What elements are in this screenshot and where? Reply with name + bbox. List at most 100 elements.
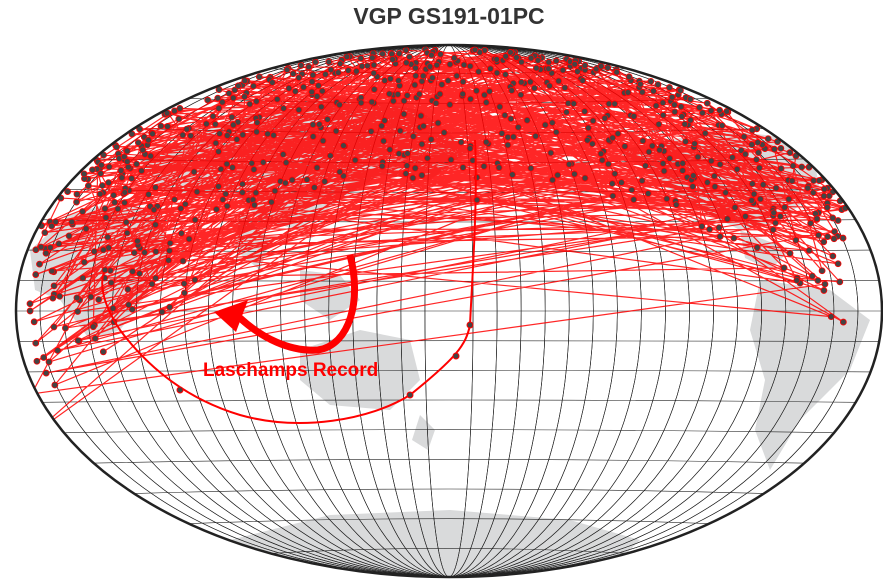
vgp-point bbox=[387, 75, 394, 83]
vgp-point bbox=[486, 87, 493, 95]
vgp-point bbox=[309, 121, 317, 129]
vgp-point bbox=[597, 62, 605, 70]
vgp-point bbox=[417, 112, 425, 120]
vgp-point bbox=[406, 53, 413, 61]
vgp-point bbox=[314, 82, 322, 90]
vgp-point bbox=[118, 174, 126, 181]
vgp-point bbox=[239, 131, 247, 139]
vgp-point bbox=[502, 52, 510, 60]
vgp-point bbox=[748, 180, 756, 188]
vgp-point bbox=[650, 87, 657, 95]
vgp-point bbox=[723, 108, 731, 115]
vgp-point bbox=[834, 260, 842, 268]
vgp-point bbox=[642, 162, 649, 170]
vgp-point bbox=[128, 305, 136, 313]
vgp-point bbox=[250, 166, 258, 173]
vgp-point bbox=[89, 166, 96, 174]
vgp-point bbox=[74, 308, 82, 315]
vgp-point bbox=[147, 152, 155, 160]
vgp-point bbox=[427, 136, 435, 143]
vgp-point bbox=[571, 60, 579, 68]
vgp-point bbox=[411, 164, 419, 172]
vgp-point bbox=[26, 300, 34, 308]
vgp-point bbox=[571, 170, 578, 178]
vgp-point bbox=[183, 125, 191, 133]
vgp-point bbox=[123, 158, 131, 165]
vgp-point bbox=[682, 138, 690, 145]
vgp-point bbox=[785, 195, 793, 203]
vgp-point bbox=[482, 99, 490, 106]
vgp-point bbox=[605, 100, 613, 108]
vgp-point bbox=[125, 301, 133, 309]
vgp-point bbox=[233, 136, 241, 143]
vgp-point bbox=[480, 162, 488, 170]
vgp-point bbox=[91, 335, 99, 342]
vgp-point bbox=[403, 162, 411, 170]
vgp-point bbox=[788, 177, 796, 185]
vgp-point bbox=[418, 140, 426, 148]
vgp-point bbox=[798, 163, 806, 171]
vgp-point bbox=[589, 140, 596, 148]
vgp-point bbox=[534, 57, 542, 64]
vgp-point bbox=[288, 176, 296, 184]
vgp-point bbox=[444, 77, 452, 85]
vgp-point bbox=[601, 114, 609, 122]
laschamps-track bbox=[101, 139, 477, 424]
vgp-point bbox=[831, 228, 838, 236]
vgp-point bbox=[152, 221, 159, 229]
vgp-point bbox=[527, 54, 535, 62]
vgp-point bbox=[457, 138, 465, 146]
vgp-point bbox=[482, 138, 490, 146]
vgp-point bbox=[363, 62, 371, 70]
vgp-point bbox=[654, 81, 662, 88]
vgp-point bbox=[453, 72, 461, 80]
vgp-point bbox=[648, 142, 656, 150]
vgp-point bbox=[90, 248, 98, 255]
vgp-point bbox=[80, 258, 88, 266]
vgp-point bbox=[772, 219, 779, 227]
vgp-point bbox=[807, 219, 815, 227]
vgp-point bbox=[808, 272, 816, 280]
vgp-point bbox=[322, 70, 329, 78]
vgp-point bbox=[41, 229, 49, 237]
vgp-point bbox=[385, 90, 393, 98]
vgp-point bbox=[438, 81, 446, 88]
vgp-point bbox=[215, 104, 223, 112]
vgp-point bbox=[158, 308, 166, 316]
vgp-point bbox=[152, 274, 160, 282]
vgp-point bbox=[181, 289, 188, 297]
vgp-point bbox=[123, 229, 131, 237]
vgp-point bbox=[248, 159, 256, 167]
vgp-point bbox=[723, 215, 731, 223]
vgp-point bbox=[545, 58, 553, 66]
vgp-point bbox=[324, 115, 331, 123]
vgp-point bbox=[426, 63, 434, 70]
vgp-point bbox=[670, 101, 678, 109]
vgp-point bbox=[400, 97, 408, 105]
vgp-point bbox=[95, 296, 103, 303]
annotation-arrow bbox=[237, 254, 359, 354]
vgp-point bbox=[517, 91, 525, 99]
vgp-point bbox=[157, 122, 165, 130]
vgp-point bbox=[344, 67, 352, 74]
vgp-point bbox=[507, 115, 515, 123]
vgp-point bbox=[793, 276, 801, 284]
vgp-point bbox=[526, 78, 534, 86]
vgp-point bbox=[280, 104, 287, 112]
vgp-point bbox=[357, 99, 365, 107]
vgp-point bbox=[29, 430, 37, 438]
vgp-point bbox=[336, 60, 344, 68]
vgp-point bbox=[171, 196, 178, 203]
vgp-point bbox=[681, 120, 689, 128]
vgp-point bbox=[672, 201, 680, 209]
vgp-point bbox=[52, 218, 60, 226]
vgp-point bbox=[839, 318, 847, 326]
vgp-point bbox=[604, 64, 612, 72]
vgp-point bbox=[54, 347, 62, 354]
vgp-point bbox=[193, 188, 201, 196]
vgp-point bbox=[532, 64, 540, 72]
vgp-point bbox=[755, 149, 762, 156]
vgp-point bbox=[696, 104, 703, 111]
vgp-point bbox=[395, 77, 402, 85]
